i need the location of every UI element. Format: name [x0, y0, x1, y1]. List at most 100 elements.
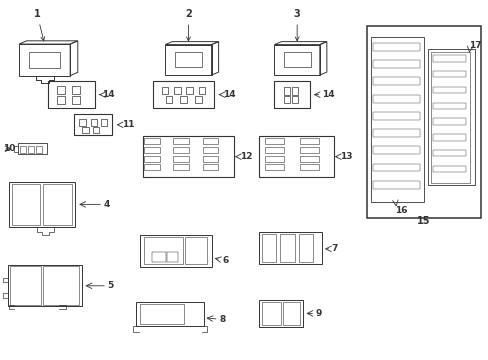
Text: 17: 17 — [468, 41, 481, 50]
Bar — [372, 129, 419, 137]
Text: 10: 10 — [3, 144, 16, 153]
Text: 7: 7 — [330, 244, 337, 253]
Bar — [93, 127, 99, 133]
Text: 9: 9 — [315, 309, 321, 318]
Bar — [10, 266, 41, 305]
Bar — [57, 96, 64, 104]
Bar — [20, 146, 26, 153]
Bar — [173, 164, 188, 170]
Bar — [298, 234, 313, 262]
Text: 2: 2 — [184, 9, 191, 41]
Bar — [165, 96, 172, 103]
Bar — [153, 81, 214, 108]
Bar — [202, 147, 218, 153]
Bar — [142, 136, 234, 177]
Text: 15: 15 — [416, 216, 430, 226]
Bar — [300, 138, 318, 144]
Bar — [366, 26, 480, 218]
Bar — [202, 164, 218, 170]
Bar — [264, 164, 283, 170]
Bar — [82, 127, 88, 133]
Bar — [79, 120, 85, 126]
Text: 14: 14 — [222, 90, 235, 99]
Bar — [292, 96, 298, 103]
Bar — [372, 43, 419, 51]
Bar — [8, 265, 82, 306]
Bar — [72, 86, 80, 94]
Bar — [284, 96, 290, 103]
Bar — [144, 237, 183, 264]
Bar — [185, 237, 207, 264]
Bar — [283, 302, 299, 325]
Bar — [372, 163, 419, 171]
Text: 14: 14 — [321, 90, 333, 99]
Bar — [372, 181, 419, 189]
Bar — [42, 184, 72, 225]
Bar — [173, 138, 188, 144]
Text: 14: 14 — [102, 90, 115, 99]
Bar — [48, 81, 94, 108]
Bar — [264, 156, 283, 162]
Bar — [202, 138, 218, 144]
Bar — [432, 87, 465, 93]
Bar — [144, 164, 159, 170]
Bar — [101, 120, 107, 126]
Bar — [36, 146, 41, 153]
Bar — [18, 143, 46, 154]
Bar — [144, 147, 159, 153]
Bar — [167, 252, 178, 262]
Bar — [432, 150, 465, 156]
Bar — [370, 37, 423, 202]
Bar — [136, 302, 203, 326]
Text: 12: 12 — [239, 152, 252, 161]
Bar — [427, 49, 474, 185]
Bar — [9, 182, 75, 226]
Bar — [173, 87, 180, 94]
Bar — [372, 112, 419, 120]
Bar — [28, 146, 34, 153]
Bar — [259, 300, 303, 327]
Bar — [90, 120, 97, 126]
Bar — [173, 147, 188, 153]
Bar — [259, 232, 321, 264]
Bar — [432, 166, 465, 172]
Bar — [284, 87, 290, 95]
Bar — [140, 305, 183, 324]
Bar — [140, 234, 211, 267]
Text: 16: 16 — [394, 206, 407, 215]
Bar — [432, 103, 465, 109]
Bar — [57, 86, 64, 94]
Bar — [258, 136, 334, 177]
Bar — [280, 234, 294, 262]
Bar — [372, 60, 419, 68]
Bar — [186, 87, 193, 94]
Bar — [432, 134, 465, 140]
Bar — [292, 87, 298, 95]
Bar — [432, 71, 465, 77]
Bar — [152, 252, 166, 262]
Bar — [161, 87, 168, 94]
Bar — [12, 184, 40, 225]
Bar — [430, 52, 469, 183]
Text: 3: 3 — [293, 9, 300, 41]
Bar — [43, 266, 79, 305]
Bar — [372, 146, 419, 154]
Bar — [372, 77, 419, 85]
Bar — [300, 156, 318, 162]
Bar — [180, 96, 186, 103]
Bar — [300, 147, 318, 153]
Bar — [264, 147, 283, 153]
Bar — [72, 96, 80, 104]
Text: 6: 6 — [222, 256, 228, 265]
Bar — [173, 156, 188, 162]
Bar — [74, 114, 112, 135]
Text: 5: 5 — [107, 281, 113, 290]
Bar — [273, 81, 309, 108]
Bar — [198, 87, 205, 94]
Bar — [194, 96, 201, 103]
Bar — [432, 55, 465, 62]
Text: 1: 1 — [34, 9, 44, 41]
Text: 11: 11 — [122, 120, 134, 129]
Bar — [144, 138, 159, 144]
Bar — [264, 138, 283, 144]
